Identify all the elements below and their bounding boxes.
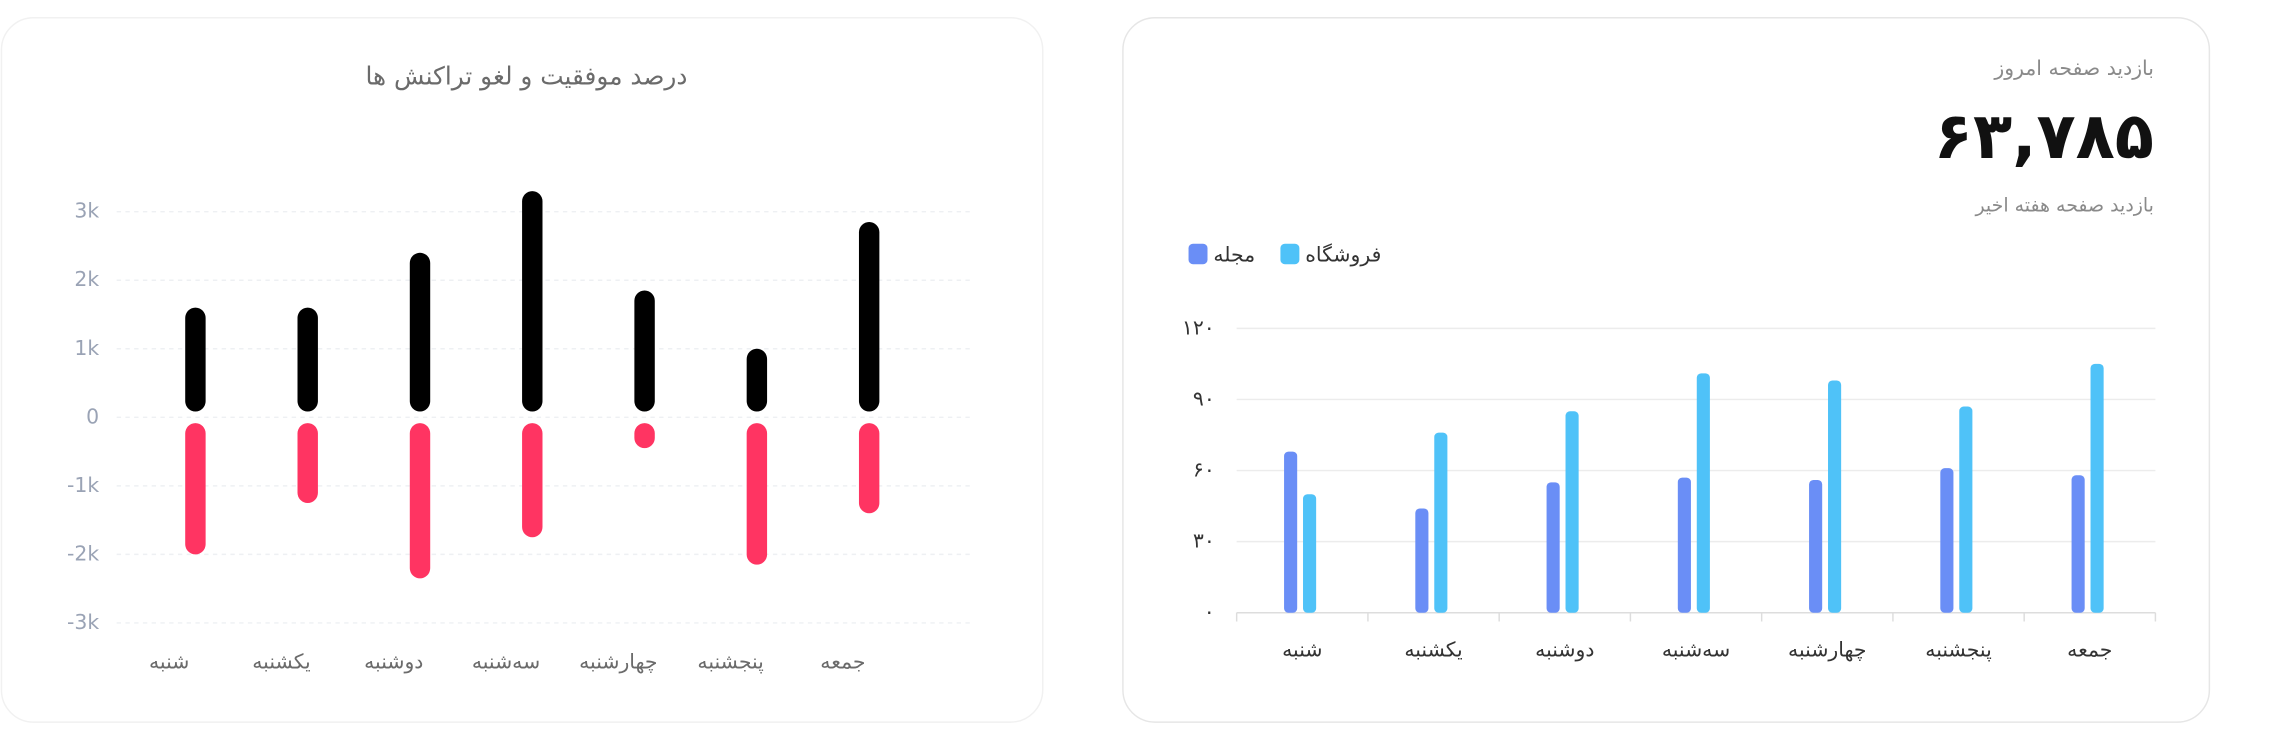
bar bbox=[297, 307, 318, 412]
bar bbox=[1303, 494, 1317, 613]
x-tick-label: دوشنبه bbox=[364, 649, 423, 673]
y-tick-label: 1k bbox=[74, 336, 99, 360]
bar bbox=[746, 423, 768, 565]
bar bbox=[1434, 432, 1448, 613]
y-tick-label: 3k bbox=[74, 199, 99, 223]
bar bbox=[858, 423, 880, 514]
bar bbox=[746, 348, 768, 412]
x-tick-label: یکشنبه bbox=[1404, 638, 1462, 662]
y-tick-label: 0 bbox=[86, 404, 99, 428]
x-tick-label: چهارشنبه bbox=[579, 649, 657, 673]
x-tick-label: پنجشنبه bbox=[1925, 638, 1991, 662]
y-tick-label: ۱۲۰ bbox=[1182, 315, 1215, 339]
bar bbox=[522, 191, 543, 412]
legend-swatch bbox=[1280, 243, 1300, 265]
y-tick-label: ۳۰ bbox=[1193, 529, 1215, 553]
bar bbox=[185, 423, 206, 555]
legend-swatch bbox=[1188, 243, 1208, 265]
bar bbox=[634, 290, 655, 412]
x-tick-label: چهارشنبه bbox=[1788, 638, 1866, 662]
bar bbox=[297, 423, 318, 503]
bar bbox=[2071, 475, 2085, 613]
x-tick-label: شنبه bbox=[149, 649, 189, 673]
y-tick-label: -2k bbox=[67, 541, 99, 565]
y-tick-label: 2k bbox=[74, 267, 99, 291]
bar bbox=[409, 252, 431, 412]
chart-title: درصد موفقیت و لغو تراکنش ها bbox=[365, 62, 687, 91]
bar bbox=[1809, 480, 1823, 613]
bar bbox=[1828, 380, 1842, 613]
legend-label: فروشگاه bbox=[1305, 242, 1381, 266]
bar bbox=[1940, 468, 1954, 613]
bar bbox=[1959, 406, 1973, 613]
y-tick-label: -3k bbox=[67, 610, 99, 634]
right-card bbox=[1122, 17, 2211, 723]
x-tick-label: دوشنبه bbox=[1535, 638, 1594, 662]
bar bbox=[1677, 477, 1691, 613]
bar bbox=[522, 423, 543, 538]
bar bbox=[858, 221, 880, 412]
bar bbox=[409, 423, 431, 579]
kpi-value: ۶۳,۷۸۵ bbox=[1934, 99, 2154, 174]
x-tick-label: سه‌شنبه bbox=[1662, 638, 1730, 662]
x-tick-label: سه‌شنبه bbox=[472, 649, 540, 673]
bar bbox=[1565, 411, 1579, 613]
bar bbox=[1696, 373, 1710, 613]
legend-label: مجله bbox=[1213, 242, 1255, 266]
y-tick-label: ۹۰ bbox=[1193, 386, 1215, 410]
y-tick-label: -1k bbox=[67, 473, 99, 497]
card-subtitle: بازدید صفحه هفته اخیر bbox=[1974, 194, 2153, 216]
bar bbox=[185, 307, 206, 412]
bar bbox=[2090, 363, 2104, 613]
x-tick-label: یکشنبه bbox=[252, 649, 310, 673]
x-tick-label: شنبه bbox=[1282, 638, 1322, 662]
bar bbox=[1546, 482, 1560, 613]
y-tick-label: ۶۰ bbox=[1193, 458, 1215, 482]
bar bbox=[1415, 508, 1429, 613]
bar bbox=[634, 423, 655, 449]
x-tick-label: پنجشنبه bbox=[697, 649, 763, 673]
bar bbox=[1284, 451, 1298, 613]
card-header: بازدید صفحه امروز bbox=[1993, 56, 2154, 80]
x-tick-label: جمعه bbox=[820, 649, 865, 673]
y-tick-label: ۰ bbox=[1204, 600, 1215, 624]
x-tick-label: جمعه bbox=[2067, 638, 2112, 662]
